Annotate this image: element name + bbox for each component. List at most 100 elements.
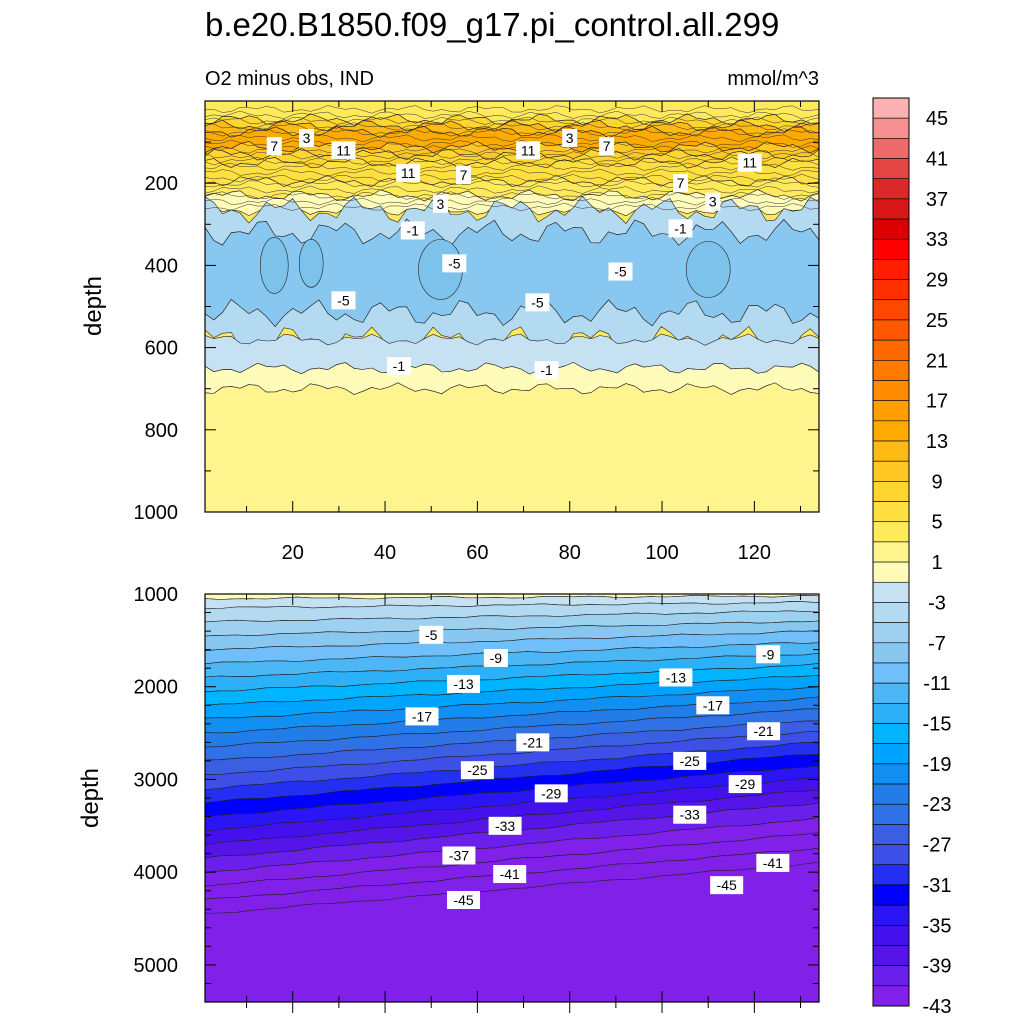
lower-y-tick-label: 4000 xyxy=(134,862,179,884)
contour-label-text: 3 xyxy=(437,196,445,212)
colorbar-swatch xyxy=(872,339,910,361)
colorbar-tick-label: -15 xyxy=(923,714,952,736)
contour-label: -45 xyxy=(447,891,481,909)
contour-label-text: -21 xyxy=(753,723,773,739)
contour-label-box xyxy=(737,153,762,172)
upper-contour-core xyxy=(685,241,731,298)
contour-label-text: 7 xyxy=(460,167,468,183)
contour-label-text: -45 xyxy=(453,892,473,908)
contour-label-text: -21 xyxy=(523,734,543,750)
colorbar-swatch xyxy=(872,783,910,805)
contour-label: -17 xyxy=(696,696,730,715)
contour-label: -5 xyxy=(331,291,356,310)
contour-label-text: 3 xyxy=(303,130,311,146)
contour-label: 11 xyxy=(737,153,762,172)
contour-label: 3 xyxy=(432,194,448,213)
lower-panel: -5 -9 -9 -13 -13 -17 -17 -21 -21 -25 -25 -29 -29 -33 -… xyxy=(77,584,820,1013)
contour-label: 11 xyxy=(331,141,356,160)
upper-contour-line xyxy=(205,185,819,194)
colorbar-tick-label: 13 xyxy=(926,431,948,453)
contour-label-box xyxy=(396,163,421,182)
contour-label-text: -1 xyxy=(540,362,553,378)
contour-label-text: -13 xyxy=(666,669,686,685)
colorbar-swatch xyxy=(872,945,910,966)
contour-label-box xyxy=(710,876,744,895)
contour-label-box xyxy=(386,357,411,376)
colorbar-swatch xyxy=(872,420,910,442)
upper-contour-line xyxy=(205,122,819,131)
colorbar-swatch xyxy=(872,743,910,765)
contour-label-box xyxy=(659,668,693,687)
upper-contour-line xyxy=(205,151,819,160)
contour-label-text: -37 xyxy=(449,847,469,863)
colorbar-swatch xyxy=(872,440,910,462)
contour-label-box xyxy=(419,625,444,644)
contour-label-box xyxy=(456,165,472,184)
contour-label: 3 xyxy=(562,128,578,147)
contour-label: -1 xyxy=(668,219,693,238)
contour-label-box xyxy=(673,805,707,824)
contour-label: -13 xyxy=(659,668,693,687)
contour-label-text: -5 xyxy=(337,292,350,308)
contour-label-text: 11 xyxy=(401,165,416,181)
colorbar-swatch xyxy=(872,803,910,825)
colorbar-swatch xyxy=(872,178,910,200)
contour-label-box xyxy=(599,137,615,156)
contour-label-box xyxy=(442,846,476,865)
contour-label-box xyxy=(493,865,527,884)
contour-label-box xyxy=(756,645,781,664)
contour-label-text: -25 xyxy=(467,762,487,778)
colorbar-tick-label: -7 xyxy=(928,633,946,655)
contour-label-box xyxy=(483,648,508,667)
colorbar-swatch xyxy=(872,521,910,543)
contour-label-box xyxy=(331,141,356,160)
colorbar-swatch xyxy=(872,400,910,422)
contour-label-text: -5 xyxy=(425,627,438,643)
contour-label-box xyxy=(331,291,356,310)
contour-label: -9 xyxy=(483,648,508,667)
upper-x-tick-label: 60 xyxy=(466,542,488,564)
colorbar-tick-label: 9 xyxy=(931,471,942,493)
colorbar-swatch xyxy=(872,723,910,744)
contour-label-text: -29 xyxy=(541,785,561,801)
colorbar-swatch xyxy=(872,97,910,119)
upper-contour-core xyxy=(298,239,324,288)
colorbar-tick-label: -31 xyxy=(923,875,952,897)
contour-label-text: 7 xyxy=(677,175,685,191)
upper-x-tick-label: 40 xyxy=(374,542,396,564)
colorbar-tick-label: 33 xyxy=(926,229,948,251)
colorbar-tick-label: -3 xyxy=(928,592,946,614)
contour-label-box xyxy=(432,194,448,213)
contour-label-box xyxy=(668,219,693,238)
upper-y-tick-label: 800 xyxy=(145,420,178,442)
upper-axes: 200 400 600 800 1000 20 40 60 80 100 120 xyxy=(134,101,819,564)
contour-label-text: 7 xyxy=(270,138,278,154)
colorbar-swatch xyxy=(872,642,910,664)
colorbar-tick-label: 29 xyxy=(926,270,948,292)
colorbar-tick-label: 41 xyxy=(926,149,948,171)
contour-label-box xyxy=(405,707,439,726)
contour-label: -1 xyxy=(534,361,559,380)
contour-label-text: -1 xyxy=(393,358,406,374)
contour-label-text: -45 xyxy=(717,877,737,893)
contour-label-text: -17 xyxy=(412,708,432,724)
contour-label-box xyxy=(756,853,790,872)
colorbar-swatch xyxy=(872,763,910,785)
figure-title: b.e20.B1850.f09_g17.pi_control.all.299 xyxy=(205,6,780,43)
contour-label-text: -1 xyxy=(407,222,420,238)
colorbar-swatch xyxy=(872,622,910,644)
contour-label-box xyxy=(696,696,730,715)
contour-label: 7 xyxy=(599,137,615,156)
contour-label: -5 xyxy=(442,254,467,273)
colorbar-swatch xyxy=(872,682,910,704)
contour-label-box xyxy=(747,722,781,741)
colorbar-swatch xyxy=(872,541,910,563)
contour-label-box xyxy=(525,293,550,312)
contour-label-box xyxy=(728,775,762,794)
colorbar-swatch xyxy=(872,602,910,623)
contour-label-text: -13 xyxy=(453,676,473,692)
contour-label: -1 xyxy=(386,357,411,376)
upper-contour-core xyxy=(259,237,289,294)
contour-label: -25 xyxy=(673,751,707,770)
